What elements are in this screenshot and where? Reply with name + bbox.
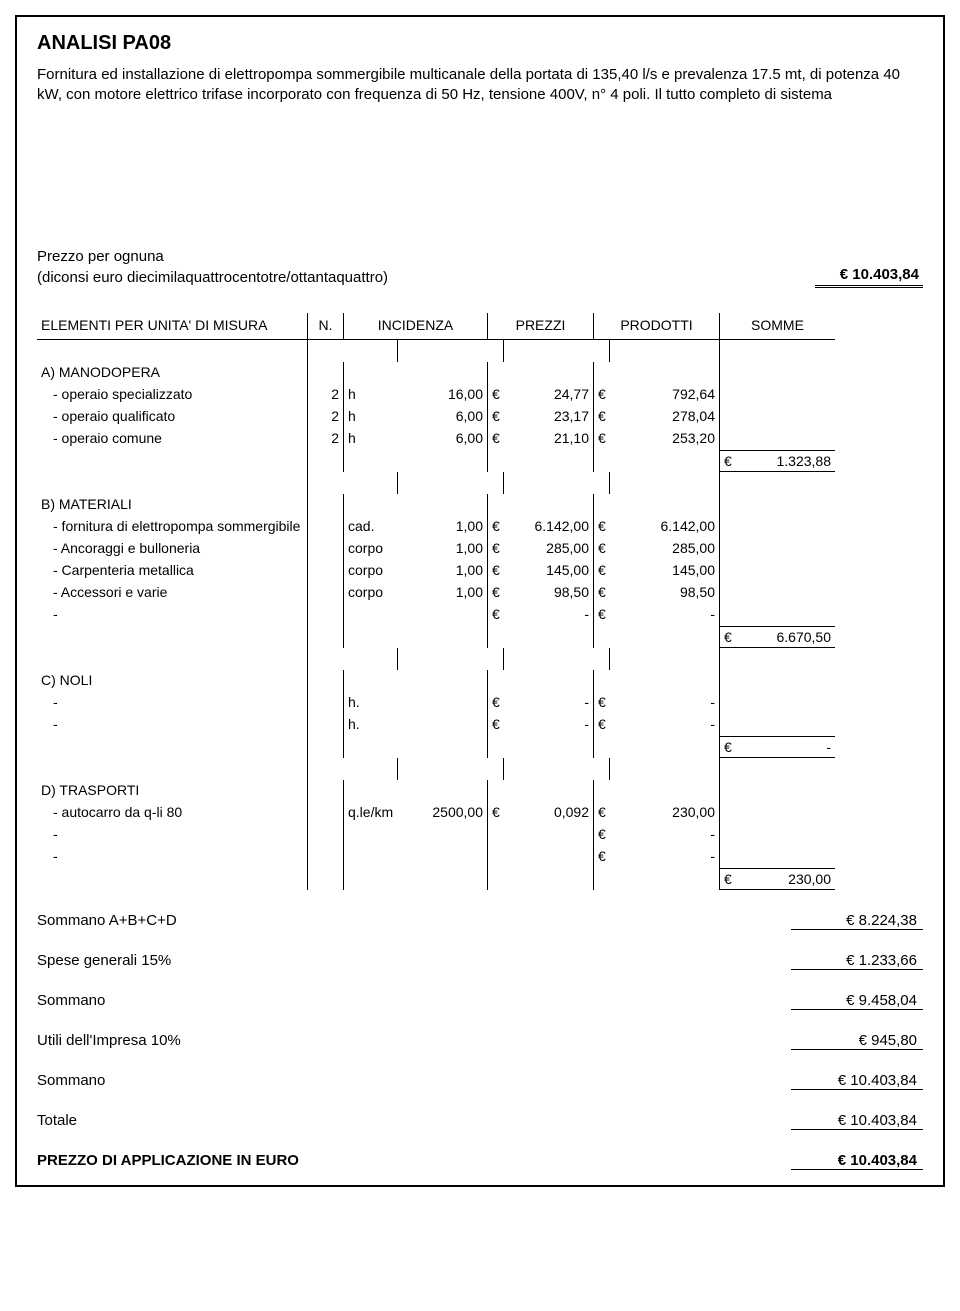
unit-price-row: Prezzo per ognuna (diconsi euro diecimil… (37, 246, 923, 288)
page-container: ANALISI PA08 Fornitura ed installazione … (15, 15, 945, 1187)
unit-price-label: Prezzo per ognuna (diconsi euro diecimil… (37, 246, 388, 288)
analysis-description: Fornitura ed installazione di elettropom… (37, 65, 923, 106)
summary-row: Sommano€ 10.403,84 (37, 1072, 923, 1090)
final-label: PREZZO DI APPLICAZIONE IN EURO (37, 1152, 299, 1169)
summary-row: Totale€ 10.403,84 (37, 1112, 923, 1130)
price-label-1: Prezzo per ognuna (37, 248, 164, 265)
analysis-title: ANALISI PA08 (37, 32, 923, 55)
summary-row: Utili dell'Impresa 10%€ 945,80 (37, 1032, 923, 1050)
summary-section: Sommano A+B+C+D€ 8.224,38 Spese generali … (37, 912, 923, 1130)
final-row: PREZZO DI APPLICAZIONE IN EURO € 10.403,… (37, 1152, 923, 1170)
price-label-2: (diconsi euro diecimilaquattrocentotre/o… (37, 269, 388, 286)
unit-price-value: € 10.403,84 (815, 266, 923, 288)
summary-row: Sommano A+B+C+D€ 8.224,38 (37, 912, 923, 930)
final-value: € 10.403,84 (791, 1152, 923, 1170)
cost-table: ELEMENTI PER UNITA' DI MISURAN.INCIDENZA… (37, 313, 923, 890)
summary-row: Spese generali 15%€ 1.233,66 (37, 952, 923, 970)
summary-row: Sommano€ 9.458,04 (37, 992, 923, 1010)
